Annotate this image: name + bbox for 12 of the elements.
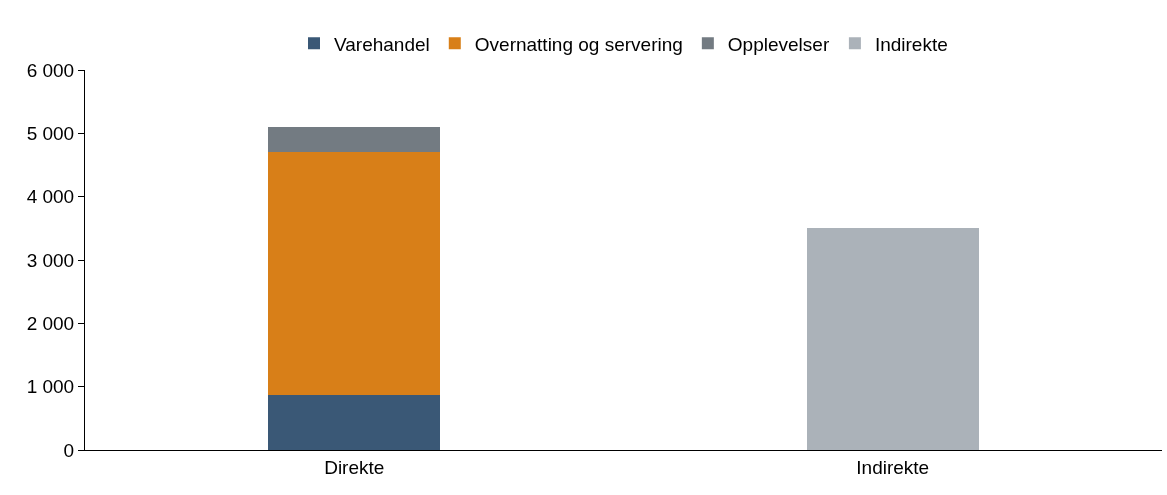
- legend-label: Overnatting og servering: [474, 33, 683, 55]
- y-tick-label: 3 000: [26, 249, 75, 271]
- y-tick-label: 5 000: [26, 122, 75, 144]
- y-tick-label: 1 000: [26, 376, 75, 398]
- y-tick-label: 0: [63, 439, 75, 461]
- legend-label: Varehandel: [334, 33, 430, 55]
- y-tick-label: 4 000: [26, 186, 75, 208]
- x-tick-label: Direkte: [324, 456, 385, 478]
- y-tick-label: 2 000: [26, 312, 75, 334]
- legend-label: Opplevelser: [727, 33, 830, 55]
- y-tick-label: 6 000: [26, 59, 75, 81]
- legend-label: Indirekte: [874, 33, 948, 55]
